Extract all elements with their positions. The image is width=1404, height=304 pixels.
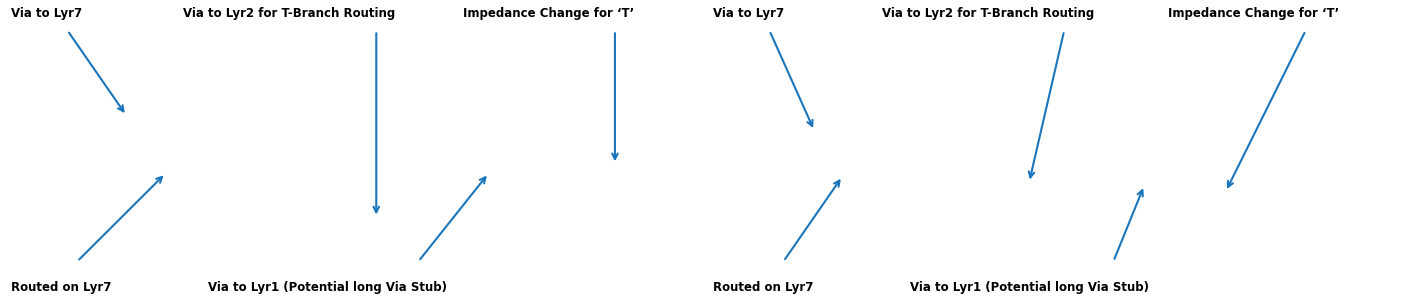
Text: Routed on Lyr7: Routed on Lyr7 [11,281,111,294]
Text: Impedance Change for ‘T’: Impedance Change for ‘T’ [1168,7,1339,20]
Text: Via to Lyr1 (Potential long Via Stub): Via to Lyr1 (Potential long Via Stub) [208,281,446,294]
Text: Via to Lyr1 (Potential long Via Stub): Via to Lyr1 (Potential long Via Stub) [910,281,1148,294]
Text: Via to Lyr2 for T-Branch Routing: Via to Lyr2 for T-Branch Routing [183,7,395,20]
Text: Via to Lyr7: Via to Lyr7 [11,7,83,20]
Text: Via to Lyr7: Via to Lyr7 [713,7,785,20]
Text: Routed on Lyr7: Routed on Lyr7 [713,281,813,294]
Text: Impedance Change for ‘T’: Impedance Change for ‘T’ [463,7,635,20]
Text: Via to Lyr2 for T-Branch Routing: Via to Lyr2 for T-Branch Routing [882,7,1094,20]
